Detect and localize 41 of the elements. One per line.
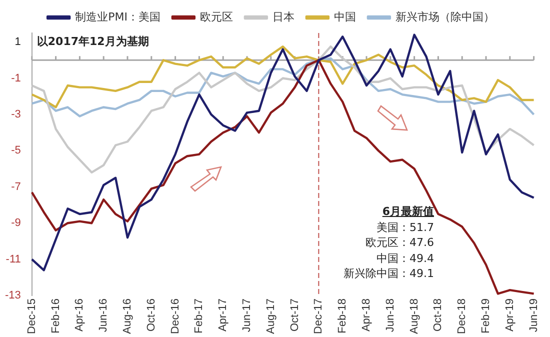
- legend-label: 日本: [272, 10, 294, 24]
- y-tick-label: -3: [11, 108, 21, 121]
- x-tick-label: Feb-18: [336, 298, 349, 334]
- x-tick-label: Apr-18: [360, 298, 373, 332]
- x-tick-label: Dec-16: [169, 298, 182, 334]
- y-tick-label: -11: [6, 253, 21, 266]
- x-tick-label: Jun-18: [384, 298, 396, 332]
- x-tick-label: Dec-15: [26, 298, 38, 334]
- x-tick-label: Apr-17: [217, 298, 230, 332]
- annotation: 美国：51.7: [376, 220, 434, 235]
- annotation: 中国：49.4: [376, 250, 434, 266]
- x-tick-label: Jun-16: [98, 298, 110, 332]
- x-tick-label: Aug-17: [264, 298, 277, 334]
- y-tick-label: -1: [11, 72, 21, 84]
- legend-label: 制造业PMI：美国: [75, 10, 160, 24]
- annotation: 新兴除中国：49.1: [344, 266, 434, 282]
- x-tick-label: Apr-16: [74, 298, 86, 332]
- x-tick-label: Apr-19: [504, 298, 516, 332]
- x-tick-label: Oct-17: [288, 298, 301, 332]
- x-tick-label: Feb-17: [193, 298, 206, 334]
- y-tick-label: -9: [11, 217, 21, 230]
- x-tick-label: Oct-16: [145, 298, 158, 332]
- annotation: 6月最新值: [381, 204, 434, 220]
- x-tick-label: Oct-18: [432, 298, 444, 332]
- x-tick-label: Jun-19: [528, 298, 540, 332]
- y-tick-label: -13: [4, 290, 21, 302]
- x-tick-label: Feb-16: [50, 298, 62, 334]
- y-tick-label: 1: [14, 36, 21, 48]
- legend-label: 欧元区: [200, 10, 233, 24]
- legend-label: 新兴市场（除中国）: [395, 10, 494, 24]
- annotation: 欧元区：47.6: [364, 235, 434, 250]
- y-tick-label: -7: [11, 180, 21, 193]
- x-tick-label: Dec-18: [456, 298, 468, 334]
- legend-label: 中国: [334, 10, 356, 24]
- x-tick-label: Feb-19: [480, 298, 492, 334]
- x-tick-label: Dec-17: [312, 298, 325, 334]
- y-tick-label: -5: [11, 144, 21, 157]
- annotation: 以2017年12月为基期: [36, 34, 149, 48]
- x-tick-label: Aug-18: [408, 298, 420, 334]
- x-tick-label: Jun-17: [241, 298, 254, 332]
- x-tick-label: Aug-16: [122, 298, 134, 334]
